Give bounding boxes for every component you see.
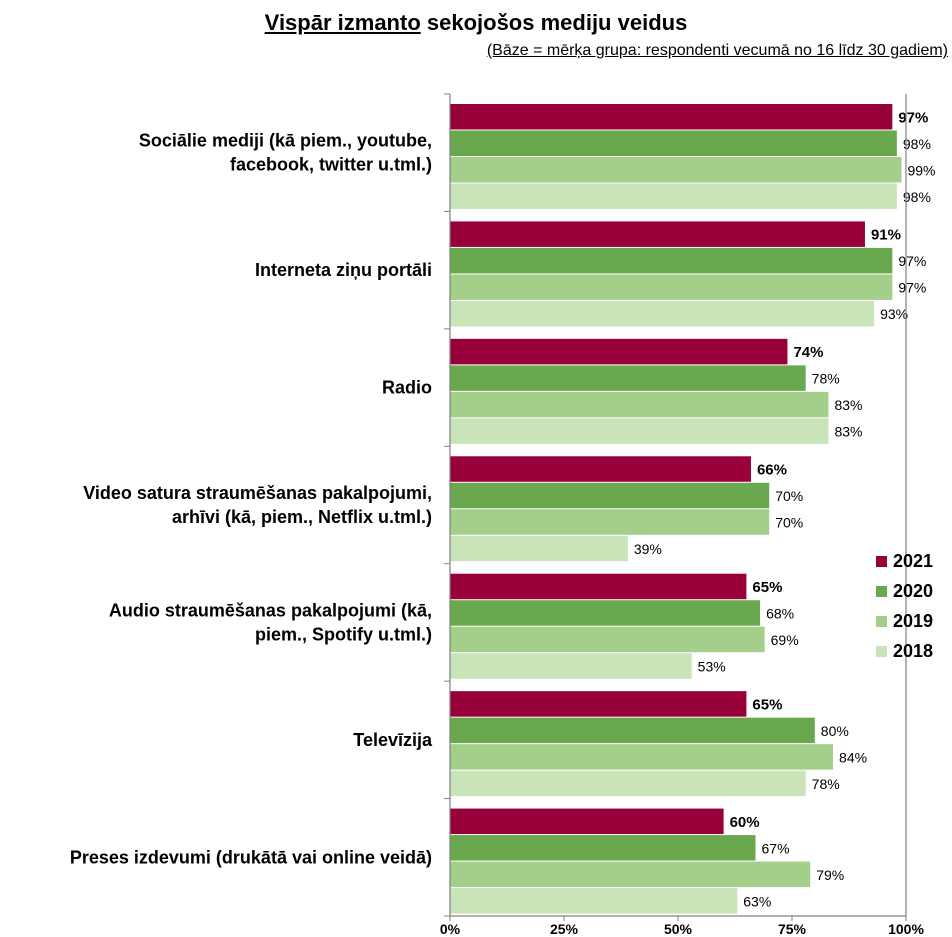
bar	[450, 482, 770, 509]
legend-label: 2018	[893, 640, 934, 661]
bar	[450, 183, 897, 209]
bar	[450, 157, 902, 183]
category-label: Sociālie mediji (kā piem., youtube,	[139, 131, 432, 151]
data-label: 70%	[775, 515, 803, 531]
data-label: 53%	[698, 658, 726, 674]
data-label: 93%	[880, 306, 908, 322]
data-label: 74%	[793, 344, 823, 361]
x-tick-label: 50%	[664, 921, 693, 937]
chart-title-rest: sekojošos mediju veidus	[420, 10, 688, 35]
legend-label: 2021	[893, 550, 934, 571]
bar	[450, 717, 815, 744]
data-label: 97%	[898, 280, 926, 296]
category-label: Audio straumēšanas pakalpojumi (kā,	[109, 600, 432, 620]
bar	[450, 861, 811, 888]
category-label: Preses izdevumi (drukātā vai online veid…	[70, 847, 432, 867]
bar	[450, 835, 756, 861]
data-label: 91%	[871, 227, 901, 244]
data-label: 69%	[771, 632, 799, 648]
chart-title-underlined: Vispār izmanto	[264, 10, 421, 35]
data-label: 99%	[907, 162, 935, 178]
data-label: 68%	[766, 605, 794, 621]
bar	[450, 456, 751, 482]
bar	[450, 418, 829, 444]
data-label: 65%	[752, 579, 782, 596]
bar	[450, 653, 692, 679]
data-label: 80%	[821, 723, 849, 739]
category-label: Televīzija	[353, 730, 433, 750]
data-label: 78%	[812, 371, 840, 387]
legend-swatch	[876, 645, 887, 657]
bar	[450, 300, 875, 327]
x-tick-label: 0%	[440, 921, 461, 937]
data-label: 83%	[834, 424, 862, 440]
chart-title: Vispār izmanto sekojošos mediju veidus	[0, 10, 952, 36]
legend-item: 2020	[876, 576, 933, 606]
bar	[450, 691, 747, 717]
legend-swatch	[876, 585, 887, 597]
category-label: facebook, twitter u.tml.)	[230, 155, 432, 175]
legend-label: 2020	[893, 580, 934, 601]
bar	[450, 365, 806, 391]
data-label: 83%	[834, 397, 862, 413]
category-label: piem., Spotify u.tml.)	[255, 624, 432, 644]
category-label: arhīvi (kā, piem., Netflix u.tml.)	[172, 507, 432, 527]
data-label: 98%	[903, 136, 931, 152]
data-label: 98%	[903, 189, 931, 205]
data-label: 84%	[839, 749, 867, 765]
legend-swatch	[876, 555, 887, 567]
data-label: 97%	[898, 109, 928, 126]
data-label: 63%	[743, 893, 771, 909]
bar	[450, 888, 738, 914]
data-label: 79%	[816, 867, 844, 883]
bar	[450, 247, 893, 274]
data-label: 65%	[752, 696, 782, 713]
legend-item: 2021	[876, 546, 933, 576]
bar	[450, 808, 724, 835]
bar	[450, 535, 628, 562]
bar	[450, 573, 747, 600]
data-label: 78%	[812, 776, 840, 792]
x-tick-label: 25%	[550, 921, 579, 937]
bar	[450, 130, 897, 156]
data-label: 66%	[757, 462, 787, 479]
bar	[450, 221, 865, 247]
bar	[450, 600, 761, 626]
legend-item: 2019	[876, 606, 933, 636]
category-label: Interneta ziņu portāli	[255, 260, 432, 280]
bar	[450, 338, 788, 365]
chart-legend: 2021 2020 2019 2018	[876, 546, 933, 666]
data-label: 97%	[898, 253, 926, 269]
bar	[450, 509, 770, 535]
data-label: 70%	[775, 488, 803, 504]
data-label: 39%	[634, 541, 662, 557]
category-label: Radio	[382, 378, 432, 398]
x-tick-label: 75%	[778, 921, 807, 937]
bar	[450, 744, 834, 770]
chart-subtitle: (Bāze = mērķa grupa: respondenti vecumā …	[486, 42, 948, 59]
data-label: 60%	[730, 814, 760, 831]
category-label: Video satura straumēšanas pakalpojumi,	[83, 483, 432, 503]
bar	[450, 274, 893, 300]
bar	[450, 391, 829, 418]
bar	[450, 104, 893, 130]
legend-swatch	[876, 615, 887, 627]
legend-item: 2018	[876, 636, 933, 666]
x-tick-label: 100%	[888, 921, 924, 937]
bar	[450, 770, 806, 797]
bar	[450, 626, 765, 653]
data-label: 67%	[762, 840, 790, 856]
legend-label: 2019	[893, 610, 934, 631]
